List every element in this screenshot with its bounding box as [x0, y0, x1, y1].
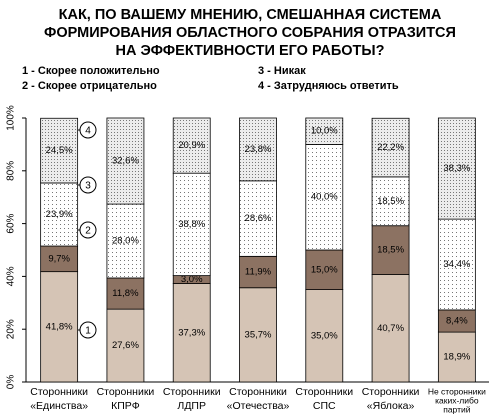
value-label: 37,3% [178, 327, 205, 338]
value-label: 18,5% [377, 245, 404, 256]
marker-circle [79, 221, 97, 239]
bar-segment [239, 287, 277, 383]
chart-title: ФОРМИРОВАНИЯ ОБЛАСТНОГО СОБРАНИЯ ОТРАЗИТ… [44, 25, 456, 41]
x-tick-label: «Яблока» [367, 400, 415, 412]
marker-label: 2 [85, 226, 91, 237]
bar-segment [239, 117, 277, 182]
value-label: 23,8% [245, 144, 272, 155]
bar-segment [305, 117, 344, 145]
value-label: 41,8% [46, 321, 73, 332]
value-label: 23,9% [46, 209, 73, 220]
y-tick-label: 20% [6, 319, 17, 339]
legend-label: 1 - Скорее положительно [22, 65, 160, 77]
value-label: 40,7% [377, 323, 404, 334]
value-label: 24,5% [46, 145, 73, 156]
x-tick-label: «Отечества» [227, 400, 290, 412]
bar-segment [239, 255, 277, 289]
marker-label: 4 [85, 126, 91, 137]
value-label: 8,4% [446, 316, 468, 327]
y-tick-label: 100% [6, 105, 17, 131]
y-tick-label: 40% [6, 266, 17, 286]
bar-segment [437, 117, 476, 220]
bar-segment [40, 245, 79, 273]
x-tick-label: ЛДПР [177, 400, 206, 412]
marker-circle [79, 176, 97, 194]
x-tick-label: Сторонники [362, 386, 420, 398]
x-tick-label: каких-либо [435, 395, 479, 405]
value-label: 35,7% [245, 329, 272, 340]
value-label: 11,9% [245, 267, 272, 278]
legend-label: 3 - Никак [258, 65, 306, 77]
bar-segment [106, 117, 145, 205]
bar-segment [305, 249, 344, 290]
marker-label: 1 [85, 326, 91, 337]
bar-segment [371, 274, 410, 383]
bar-segment [40, 117, 79, 184]
value-label: 18,9% [443, 352, 470, 363]
x-tick-label: СПС [313, 400, 336, 412]
value-label: 28,6% [245, 213, 272, 224]
value-label: 18,5% [377, 196, 404, 207]
value-label: 22,2% [377, 142, 404, 153]
x-tick-label: Сторонники [295, 386, 353, 398]
value-label: 38,3% [443, 163, 470, 174]
y-tick-label: 60% [6, 213, 17, 233]
value-label: 32,6% [112, 156, 139, 167]
marker-circle [79, 121, 97, 139]
value-label: 10,0% [311, 126, 338, 137]
x-tick-label: партий [443, 404, 471, 414]
bar-segment [371, 117, 410, 178]
value-label: 15,0% [311, 264, 338, 275]
marker-label: 3 [85, 181, 91, 192]
x-tick-label: Не сторонники [428, 386, 486, 396]
value-label: 35,0% [311, 330, 338, 341]
value-label: 28,0% [112, 236, 139, 247]
bar-segment [437, 218, 476, 311]
value-label: 40,0% [311, 192, 338, 203]
y-tick-label: 80% [6, 161, 17, 181]
legend-label: 2 - Скорее отрицательно [22, 80, 157, 92]
bar-segment [40, 182, 79, 247]
bar-segment [172, 172, 211, 277]
x-tick-label: «Единства» [30, 400, 88, 412]
chart-title: КАК, ПО ВАШЕМУ МНЕНИЮ, СМЕШАННАЯ СИСТЕМА [59, 7, 442, 23]
value-label: 27,6% [112, 340, 139, 351]
value-label: 34,4% [443, 259, 470, 270]
value-label: 38,8% [178, 219, 205, 230]
chart-title: НА ЭФФЕКТИВНОСТИ ЕГО РАБОТЫ? [116, 43, 385, 59]
bar-segment [371, 176, 410, 227]
value-label: 11,8% [112, 288, 139, 299]
bar-segment [172, 283, 211, 383]
marker-circle [79, 321, 97, 339]
y-tick-label: 0% [6, 375, 17, 390]
bar-segment [172, 117, 211, 174]
legend-label: 4 - Затрудняюсь ответить [258, 80, 399, 92]
x-tick-label: Сторонники [97, 386, 155, 398]
bar-segment [40, 271, 79, 383]
bar-segment [106, 308, 145, 383]
value-label: 20,9% [178, 140, 205, 151]
bar-segment [305, 289, 344, 383]
x-tick-label: КПРФ [111, 400, 140, 412]
x-tick-label: Сторонники [229, 386, 287, 398]
value-label: 9,7% [48, 253, 70, 264]
x-tick-label: Сторонники [30, 386, 88, 398]
value-label: 3,0% [181, 274, 203, 285]
x-tick-label: Сторонники [163, 386, 221, 398]
